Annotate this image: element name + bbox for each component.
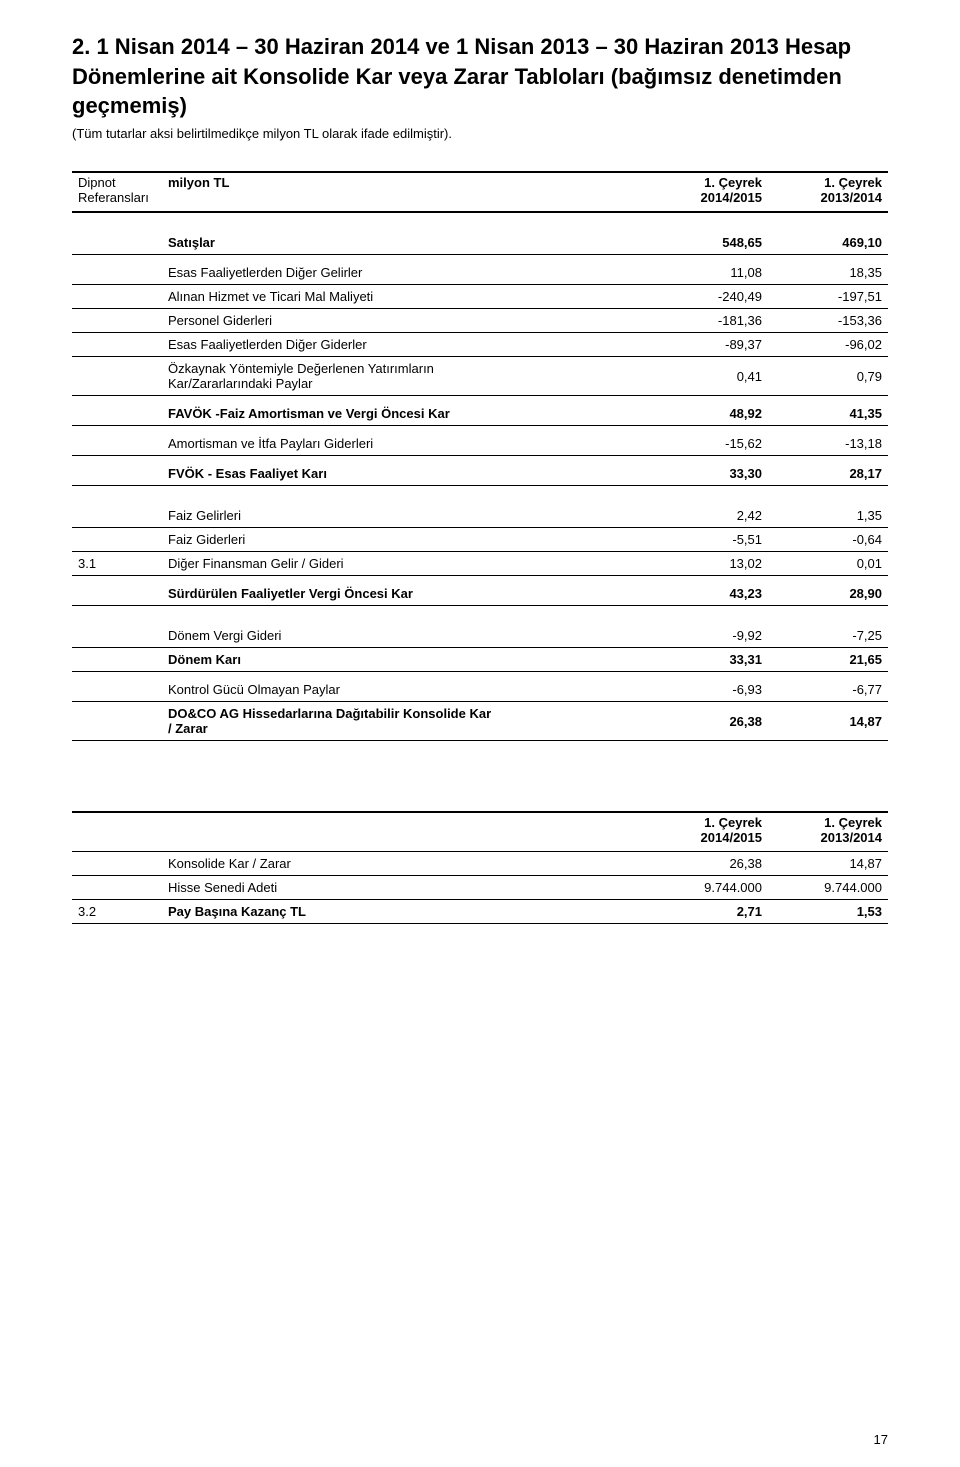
row-label: Esas Faaliyetlerden Diğer Gelirler xyxy=(162,255,648,285)
col2-line1: 1. Çeyrek xyxy=(824,175,882,190)
dipnot-line1: Dipnot xyxy=(78,175,116,190)
row-val2: 28,17 xyxy=(768,456,888,486)
row-val1: 33,31 xyxy=(648,648,768,672)
row-ref: 3.2 xyxy=(72,900,162,924)
row-val1: 0,41 xyxy=(648,357,768,396)
col1-header: 1. Çeyrek 2014/2015 xyxy=(648,172,768,212)
income-statement-table: Dipnot Referansları milyon TL 1. Çeyrek … xyxy=(72,171,888,741)
col2-line2: 2013/2014 xyxy=(821,190,882,205)
row-label: Personel Giderleri xyxy=(162,309,648,333)
row-val1: 26,38 xyxy=(648,702,768,741)
row-label: / Zarar xyxy=(162,721,648,741)
row-val1: 13,02 xyxy=(648,552,768,576)
row-label: Faiz Giderleri xyxy=(162,528,648,552)
row-val2: 28,90 xyxy=(768,576,888,606)
row-val2: 41,35 xyxy=(768,396,888,426)
row-label: Kar/Zararlarındaki Paylar xyxy=(162,376,648,396)
row-label: Sürdürülen Faaliyetler Vergi Öncesi Kar xyxy=(162,576,648,606)
row-label: Diğer Finansman Gelir / Gideri xyxy=(162,552,648,576)
row-val2: 18,35 xyxy=(768,255,888,285)
row-label: Dönem Vergi Gideri xyxy=(162,606,648,648)
row-val2: 21,65 xyxy=(768,648,888,672)
row-val1: 2,42 xyxy=(648,486,768,528)
row-val2: 0,01 xyxy=(768,552,888,576)
row-label: Esas Faaliyetlerden Diğer Giderler xyxy=(162,333,648,357)
col2-header: 1. Çeyrek 2013/2014 xyxy=(768,172,888,212)
row-val1: 26,38 xyxy=(648,852,768,876)
row-label: Faiz Gelirleri xyxy=(162,486,648,528)
row-label: Dönem Karı xyxy=(162,648,648,672)
row-label: Amortisman ve İtfa Payları Giderleri xyxy=(162,426,648,456)
row-val1: 9.744.000 xyxy=(648,876,768,900)
row-val2: 14,87 xyxy=(768,702,888,741)
row-label: Hisse Senedi Adeti xyxy=(162,876,648,900)
row-val2: 1,35 xyxy=(768,486,888,528)
row-label: Alınan Hizmet ve Ticari Mal Maliyeti xyxy=(162,285,648,309)
row-val2: 9.744.000 xyxy=(768,876,888,900)
row-val2: 0,79 xyxy=(768,357,888,396)
row-val1: 43,23 xyxy=(648,576,768,606)
row-val2: 14,87 xyxy=(768,852,888,876)
row-label: DO&CO AG Hissedarlarına Dağıtabilir Kons… xyxy=(162,702,648,722)
row-val2: -0,64 xyxy=(768,528,888,552)
row-val1: -5,51 xyxy=(648,528,768,552)
row-val2: -153,36 xyxy=(768,309,888,333)
section-title: 2. 1 Nisan 2014 – 30 Haziran 2014 ve 1 N… xyxy=(72,32,888,121)
row-val2: -13,18 xyxy=(768,426,888,456)
col1-line1: 1. Çeyrek xyxy=(704,815,762,830)
section-subtitle: (Tüm tutarlar aksi belirtilmedikçe milyo… xyxy=(72,125,888,143)
row-label: Konsolide Kar / Zarar xyxy=(162,852,648,876)
row-val1: 33,30 xyxy=(648,456,768,486)
col2-line1: 1. Çeyrek xyxy=(824,815,882,830)
row-label: Satışlar xyxy=(162,212,648,255)
page-number: 17 xyxy=(874,1432,888,1447)
row-val2: 1,53 xyxy=(768,900,888,924)
row-ref: 3.1 xyxy=(72,552,162,576)
row-label: Kontrol Gücü Olmayan Paylar xyxy=(162,672,648,702)
eps-table: 1. Çeyrek 2014/2015 1. Çeyrek 2013/2014 … xyxy=(72,811,888,924)
row-val1: 11,08 xyxy=(648,255,768,285)
row-val2: 469,10 xyxy=(768,212,888,255)
row-val2: -197,51 xyxy=(768,285,888,309)
col1-line2: 2014/2015 xyxy=(701,190,762,205)
dipnot-header: Dipnot Referansları xyxy=(72,172,162,212)
row-val1: -89,37 xyxy=(648,333,768,357)
row-val1: 48,92 xyxy=(648,396,768,426)
row-label: Özkaynak Yöntemiyle Değerlenen Yatırımla… xyxy=(162,357,648,377)
row-label: Pay Başına Kazanç TL xyxy=(162,900,648,924)
row-val2: -6,77 xyxy=(768,672,888,702)
col2-header: 1. Çeyrek 2013/2014 xyxy=(768,812,888,852)
row-val1: -15,62 xyxy=(648,426,768,456)
row-label: FAVÖK -Faiz Amortisman ve Vergi Öncesi K… xyxy=(162,396,648,426)
row-label: FVÖK - Esas Faaliyet Karı xyxy=(162,456,648,486)
col2-line2: 2013/2014 xyxy=(821,830,882,845)
row-val1: -240,49 xyxy=(648,285,768,309)
unit-header: milyon TL xyxy=(162,172,648,212)
row-val2: -7,25 xyxy=(768,606,888,648)
row-val1: 548,65 xyxy=(648,212,768,255)
col1-header: 1. Çeyrek 2014/2015 xyxy=(648,812,768,852)
dipnot-line2: Referansları xyxy=(78,190,149,205)
row-val1: -9,92 xyxy=(648,606,768,648)
row-val1: -6,93 xyxy=(648,672,768,702)
row-val1: 2,71 xyxy=(648,900,768,924)
col1-line2: 2014/2015 xyxy=(701,830,762,845)
row-val2: -96,02 xyxy=(768,333,888,357)
row-val1: -181,36 xyxy=(648,309,768,333)
col1-line1: 1. Çeyrek xyxy=(704,175,762,190)
